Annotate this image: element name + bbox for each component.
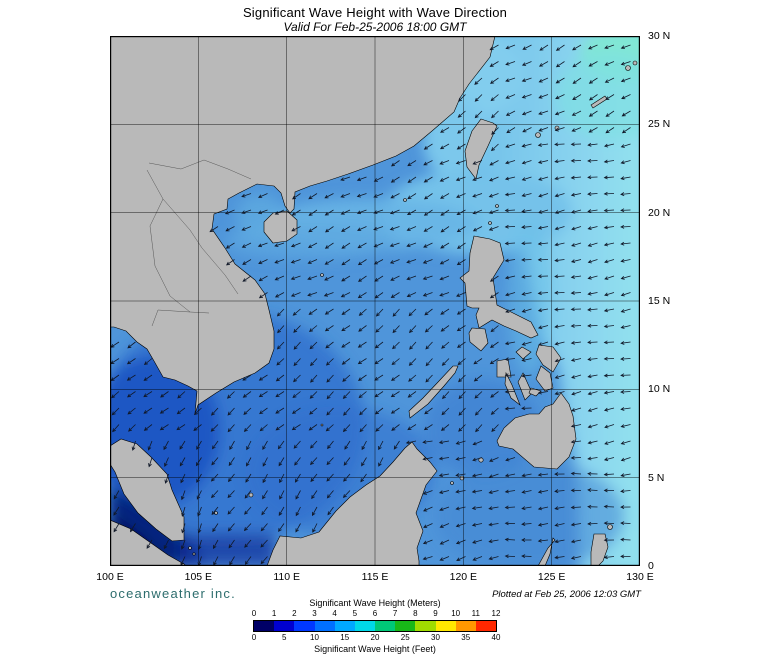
legend-feet-tick: 10 [310, 633, 319, 642]
y-tick-label: 20 N [648, 206, 671, 219]
land-mindanao [496, 392, 577, 470]
legend-feet-tick: 40 [491, 633, 501, 642]
land-panay [496, 358, 512, 378]
legend-feet-tick: 0 [251, 633, 257, 642]
land-palawan [408, 365, 459, 419]
legend-feet-title: Significant Wave Height (Feet) [314, 644, 436, 654]
legend-feet-ticks: 0 5 10 15 20 25 30 35 40 [251, 633, 501, 643]
legend-meters-tick: 0 [251, 609, 257, 618]
land-asia-mainland [110, 36, 496, 415]
land-masbate [515, 346, 532, 360]
legend-meters-tick: 4 [332, 609, 337, 618]
island-dot [192, 552, 196, 556]
legend-meters-tick: 12 [491, 609, 501, 618]
land-mindoro [468, 327, 489, 352]
legend-color-segment [314, 621, 335, 631]
country-border-lines [146, 159, 252, 327]
island-dot [320, 423, 324, 427]
y-tick-label: 30 N [648, 30, 671, 42]
land-samar [535, 344, 562, 373]
legend-feet-tick: 25 [400, 633, 410, 642]
map-svg [110, 36, 640, 566]
legend-meters-tick: 3 [312, 609, 317, 618]
legend-meters-tick: 9 [433, 609, 438, 618]
x-tick-label: 125 E [537, 571, 566, 583]
land-malay-peninsula [110, 438, 185, 542]
land-negros [504, 371, 521, 406]
legend-color-segment [435, 621, 456, 631]
x-tick-label: 100 E [96, 571, 124, 583]
y-tick-label: 25 N [648, 118, 671, 131]
legend-color-segment [294, 621, 315, 631]
island-dot [495, 204, 499, 208]
land-hainan [263, 210, 298, 244]
legend-color-segment [375, 621, 396, 631]
island-dot [607, 524, 613, 530]
y-tick-label: 0 [648, 560, 654, 572]
legend-feet-tick: 30 [431, 633, 440, 642]
map-plot [110, 36, 640, 566]
x-tick-label: 105 E [184, 571, 213, 583]
island-dot [625, 65, 631, 71]
island-dot [632, 60, 638, 66]
land-bohol [528, 387, 542, 397]
island-dot [320, 273, 324, 277]
legend-feet-tick: 20 [370, 633, 380, 642]
island-dot [450, 481, 454, 485]
island-dot [403, 198, 407, 202]
legend-meters-tick: 5 [352, 609, 358, 618]
legend-color-segment [395, 621, 416, 631]
wave-direction-arrows [110, 44, 631, 566]
x-tick-label: 110 E [273, 571, 300, 583]
branding-text: oceanweather inc. [110, 586, 236, 601]
land-cebu [517, 372, 533, 401]
legend-meters-tick: 10 [451, 609, 461, 618]
island-dot [488, 221, 492, 225]
land-sumatra [110, 519, 187, 566]
legend-meters-ticks: 0 1 2 3 4 5 6 7 8 9 10 11 12 [251, 609, 501, 619]
island-dot [535, 132, 541, 138]
island-dot [459, 475, 465, 481]
legend-feet-tick: 5 [282, 633, 287, 642]
map-border [110, 36, 640, 566]
legend-color-segment [455, 621, 476, 631]
legend-meters-title: Significant Wave Height (Meters) [309, 598, 441, 608]
island-dot [188, 546, 192, 550]
legend-meters-tick: 11 [471, 609, 480, 618]
plotted-note: Plotted at Feb 25, 2006 12:03 GMT [492, 589, 641, 600]
land-sulawesi-arm [537, 537, 556, 566]
legend-meters-tick: 6 [372, 609, 378, 618]
legend-colorbar [253, 620, 497, 632]
legend-feet-tick: 15 [340, 633, 350, 642]
legend-meters-tick: 1 [271, 609, 277, 618]
legend-meters-tick: 8 [413, 609, 418, 618]
legend-color-segment [475, 621, 497, 631]
land-halmahera [590, 533, 609, 566]
land-layer [110, 36, 638, 566]
legend-color-segment [274, 621, 295, 631]
legend-meters-tick: 2 [292, 609, 297, 618]
legend-meters-tick: 7 [392, 609, 398, 618]
x-tick-label: 130 E [626, 571, 654, 583]
legend-color-segment [354, 621, 376, 631]
y-axis-labels: 30 N 25 N 20 N 15 N 10 N 5 N 0 [648, 30, 690, 572]
legend-color-segment [334, 621, 355, 631]
x-axis-labels: 100 E 105 E 110 E 115 E 120 E 125 E 130 E [96, 571, 653, 585]
page-subtitle: Valid For Feb-25-2006 18:00 GMT [283, 20, 467, 34]
legend-feet-tick: 35 [461, 633, 471, 642]
x-tick-label: 120 E [449, 571, 478, 583]
y-tick-label: 5 N [648, 471, 665, 484]
y-tick-label: 15 N [648, 295, 671, 307]
page-title: Significant Wave Height with Wave Direct… [242, 5, 508, 20]
legend-color-segment [415, 621, 436, 631]
legend-color-segment [254, 621, 275, 631]
island-dot [248, 492, 254, 498]
y-tick-label: 10 N [648, 383, 671, 396]
x-tick-label: 115 E [361, 571, 389, 583]
